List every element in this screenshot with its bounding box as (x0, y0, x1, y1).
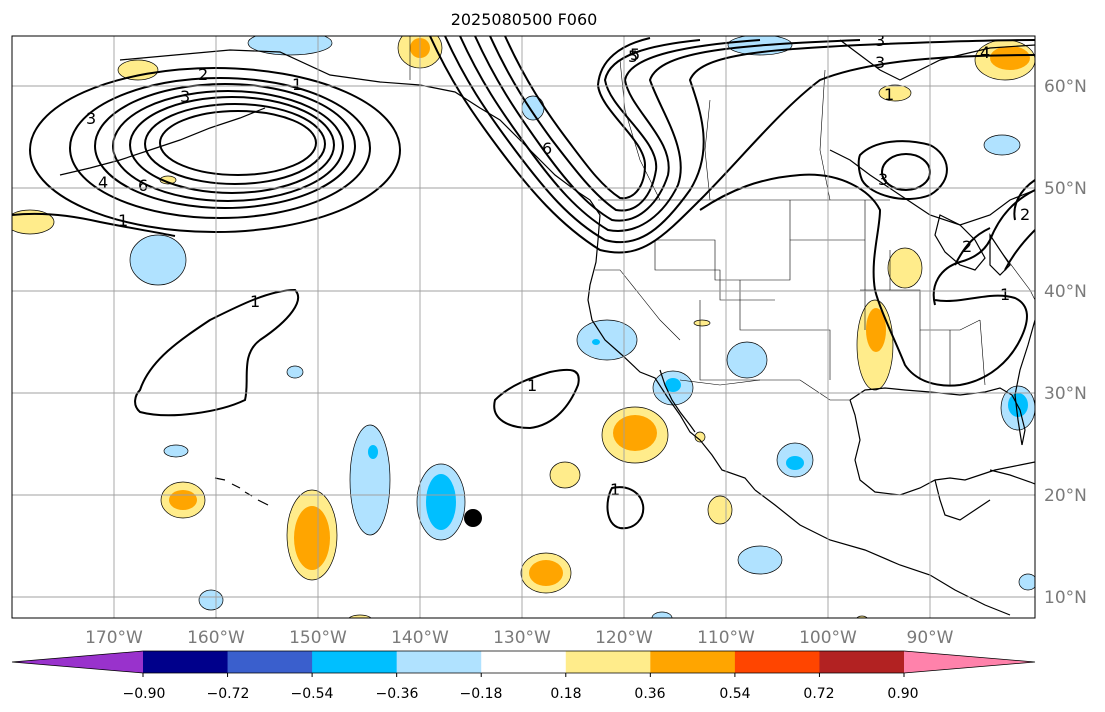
colorbar-tick-label: −0.90 (123, 686, 166, 702)
map-frame (11, 35, 1036, 619)
colorbar-tick-label: 0.36 (634, 686, 665, 702)
contour-label: 6 (138, 176, 148, 195)
contour-label: 1 (610, 480, 620, 499)
colorbar-tick-label: −0.18 (460, 686, 503, 702)
colorbar-segment (12, 651, 143, 673)
colorbar-tick-label: 0.54 (719, 686, 750, 702)
colorbar (11, 650, 1036, 677)
colorbar-ticks: −0.90 −0.72 −0.54 −0.36 −0.18 0.18 0.36 … (123, 686, 919, 702)
colorbar-segment (819, 651, 905, 673)
colorbar-segment (143, 651, 229, 673)
contour-label: 1 (527, 376, 537, 395)
colorbar-segment (650, 651, 736, 673)
lat-label: 40°N (1044, 282, 1087, 302)
colorbar-segment (904, 651, 1035, 673)
lon-label: 140°W (391, 628, 449, 648)
contour-label: 3 (180, 87, 190, 106)
lat-label: 30°N (1044, 384, 1087, 404)
contour-label: 6 (542, 139, 552, 158)
lon-label: 130°W (493, 628, 551, 648)
lon-label: 100°W (799, 628, 857, 648)
contour-label: 5 (628, 47, 638, 66)
lon-label: 170°W (85, 628, 143, 648)
graticule (12, 36, 1035, 618)
coastlines (59, 39, 1035, 616)
colorbar-tick-label: −0.36 (376, 686, 419, 702)
map-title: 2025080500 F060 (450, 10, 598, 29)
lat-label: 60°N (1044, 77, 1087, 97)
colorbar-tick-label: 0.18 (550, 686, 581, 702)
lon-label: 110°W (697, 628, 755, 648)
contour-label: 1 (292, 75, 302, 94)
colorbar-segment (481, 651, 567, 673)
contour-label: 4 (98, 173, 108, 192)
contour-label: 1 (1000, 285, 1010, 304)
positive-anomaly-fills (12, 36, 1035, 618)
colorbar-segment (396, 651, 482, 673)
lon-label: 120°W (595, 628, 653, 648)
contour-label: 1 (118, 211, 128, 230)
contour-label: 2 (1020, 205, 1030, 224)
lat-label: 50°N (1044, 179, 1087, 199)
contour-label: 2 (198, 65, 208, 84)
contour-label: 1 (884, 85, 894, 104)
colorbar-tick-label: −0.54 (291, 686, 334, 702)
colorbar-tick-label: 0.90 (887, 686, 918, 702)
lon-label: 90°W (907, 628, 954, 648)
contour-label: 3 (878, 170, 888, 189)
colorbar-tick-label: −0.72 (207, 686, 250, 702)
contour-label: 1 (250, 292, 260, 311)
colorbar-tick-label: 0.72 (803, 686, 834, 702)
lon-label: 150°W (289, 628, 347, 648)
contour-label: 2 (962, 237, 972, 256)
contour-label-layer: 2 3 3 4 6 1 1 1 1 5 3 3 5 6 1 3 1 2 2 1 … (86, 31, 1030, 499)
contour-label: 3 (86, 109, 96, 128)
longitude-labels: 170°W 160°W 150°W 140°W 130°W 120°W 110°… (85, 628, 954, 648)
colorbar-segment (312, 651, 398, 673)
contour-label: 3 (875, 31, 885, 50)
lon-label: 160°W (187, 628, 245, 648)
lat-label: 20°N (1044, 486, 1087, 506)
latitude-labels: 60°N 50°N 40°N 30°N 20°N 10°N (1044, 77, 1087, 608)
colorbar-segment (565, 651, 651, 673)
storm-center-marker (464, 509, 482, 527)
contour-label: 5 (630, 45, 640, 64)
contour-label: 3 (875, 53, 885, 72)
contour-lines (12, 36, 1035, 530)
lat-label: 10°N (1044, 588, 1087, 608)
colorbar-segment (734, 651, 820, 673)
contour-label: 4 (980, 43, 990, 62)
colorbar-segment (227, 651, 313, 673)
